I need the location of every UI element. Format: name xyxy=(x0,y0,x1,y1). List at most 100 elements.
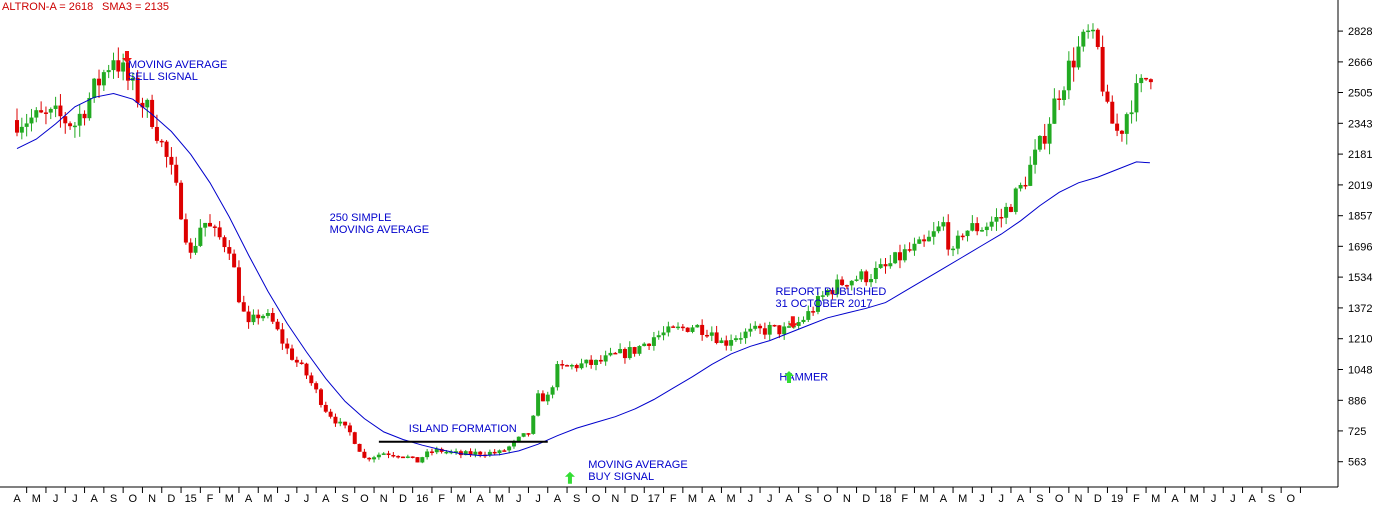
candle xyxy=(405,454,410,459)
x-tick-label: O xyxy=(1055,493,1064,505)
x-tick-label: A xyxy=(940,493,948,505)
candle xyxy=(1018,182,1023,192)
y-tick-label: 2019 xyxy=(1348,180,1372,192)
annotation-text: 250 SIMPLE xyxy=(330,212,392,224)
candle xyxy=(627,341,632,360)
x-tick-label: N xyxy=(843,493,851,505)
annotation-text: ISLAND FORMATION xyxy=(409,423,517,435)
candle xyxy=(328,408,333,419)
candle xyxy=(401,456,405,459)
x-tick-label: D xyxy=(167,493,175,505)
x-tick-label: S xyxy=(110,493,117,505)
candle xyxy=(1086,24,1091,39)
candle xyxy=(410,456,415,459)
candle xyxy=(381,452,386,455)
y-tick-label: 2828 xyxy=(1348,26,1372,38)
candle xyxy=(333,413,338,427)
x-tick-label: 16 xyxy=(416,493,428,505)
candle xyxy=(82,110,87,126)
x-tick-label: J xyxy=(516,493,522,505)
candle xyxy=(285,338,290,355)
candle xyxy=(1124,112,1129,145)
y-tick-label: 1210 xyxy=(1348,334,1372,346)
x-tick-label: O xyxy=(823,493,832,505)
candle xyxy=(897,244,902,269)
candle xyxy=(357,443,362,452)
candle xyxy=(372,455,377,463)
candle xyxy=(183,213,188,245)
candle xyxy=(772,324,777,327)
candle xyxy=(738,332,743,344)
y-tick-label: 1534 xyxy=(1348,272,1372,284)
sma-value-label: SMA3 = 2135 xyxy=(102,1,169,13)
candle xyxy=(661,326,666,341)
candle xyxy=(560,360,565,370)
sell-arrow-icon xyxy=(787,316,798,329)
candle xyxy=(1033,139,1038,174)
candle xyxy=(700,319,705,341)
candle xyxy=(545,391,550,405)
candle xyxy=(922,234,927,247)
x-tick-label: A xyxy=(477,493,485,505)
candle xyxy=(241,295,246,312)
candle xyxy=(1115,113,1120,137)
y-tick-label: 2343 xyxy=(1348,118,1372,130)
candle xyxy=(748,323,753,337)
x-tick-label: M xyxy=(1151,493,1160,505)
candle xyxy=(840,276,845,287)
x-tick-label: M xyxy=(32,493,41,505)
x-tick-label: N xyxy=(1075,493,1083,505)
y-tick-label: 725 xyxy=(1348,426,1366,438)
candle xyxy=(540,390,545,402)
candle xyxy=(608,347,613,357)
candle xyxy=(589,355,594,369)
candle xyxy=(743,328,748,344)
candle xyxy=(492,449,497,455)
candle xyxy=(236,260,241,304)
candle xyxy=(864,269,869,286)
candle xyxy=(362,448,367,459)
candle xyxy=(265,309,270,319)
candle xyxy=(569,363,574,370)
x-tick-label: N xyxy=(148,493,156,505)
candle xyxy=(666,321,671,337)
x-tick-label: J xyxy=(72,493,78,505)
candle xyxy=(232,249,237,268)
candle xyxy=(159,139,164,148)
x-tick-label: S xyxy=(1268,493,1275,505)
candle xyxy=(39,101,44,114)
annotation-text: BUY SIGNAL xyxy=(588,471,654,483)
x-tick-label: D xyxy=(862,493,870,505)
x-tick-label: M xyxy=(920,493,929,505)
x-axis: A M J J A S O N D 15 F M A M J J A S O N D 16 F M A M J J A S O N D 17 F M A… xyxy=(0,486,1338,505)
candle xyxy=(618,343,623,354)
candle xyxy=(275,318,280,331)
candle xyxy=(550,385,555,399)
candle xyxy=(835,274,840,298)
candle xyxy=(893,251,898,265)
candle xyxy=(391,452,396,458)
candle xyxy=(217,221,222,240)
candle xyxy=(902,244,907,263)
candle xyxy=(1119,129,1124,142)
candle xyxy=(468,448,473,458)
candle xyxy=(227,240,232,260)
candle xyxy=(960,233,965,241)
x-tick-label: J xyxy=(748,493,754,505)
moving-average-line xyxy=(16,92,1150,457)
candle xyxy=(632,346,637,357)
x-tick-label: O xyxy=(360,493,369,505)
x-tick-label: S xyxy=(341,493,348,505)
candle xyxy=(859,269,864,282)
candle xyxy=(106,64,111,79)
candle xyxy=(1129,100,1134,124)
x-tick-label: M xyxy=(958,493,967,505)
candle xyxy=(637,345,642,356)
x-tick-label: J xyxy=(767,493,773,505)
candle xyxy=(1076,36,1081,70)
x-tick-label: M xyxy=(1190,493,1199,505)
candle xyxy=(729,334,734,352)
